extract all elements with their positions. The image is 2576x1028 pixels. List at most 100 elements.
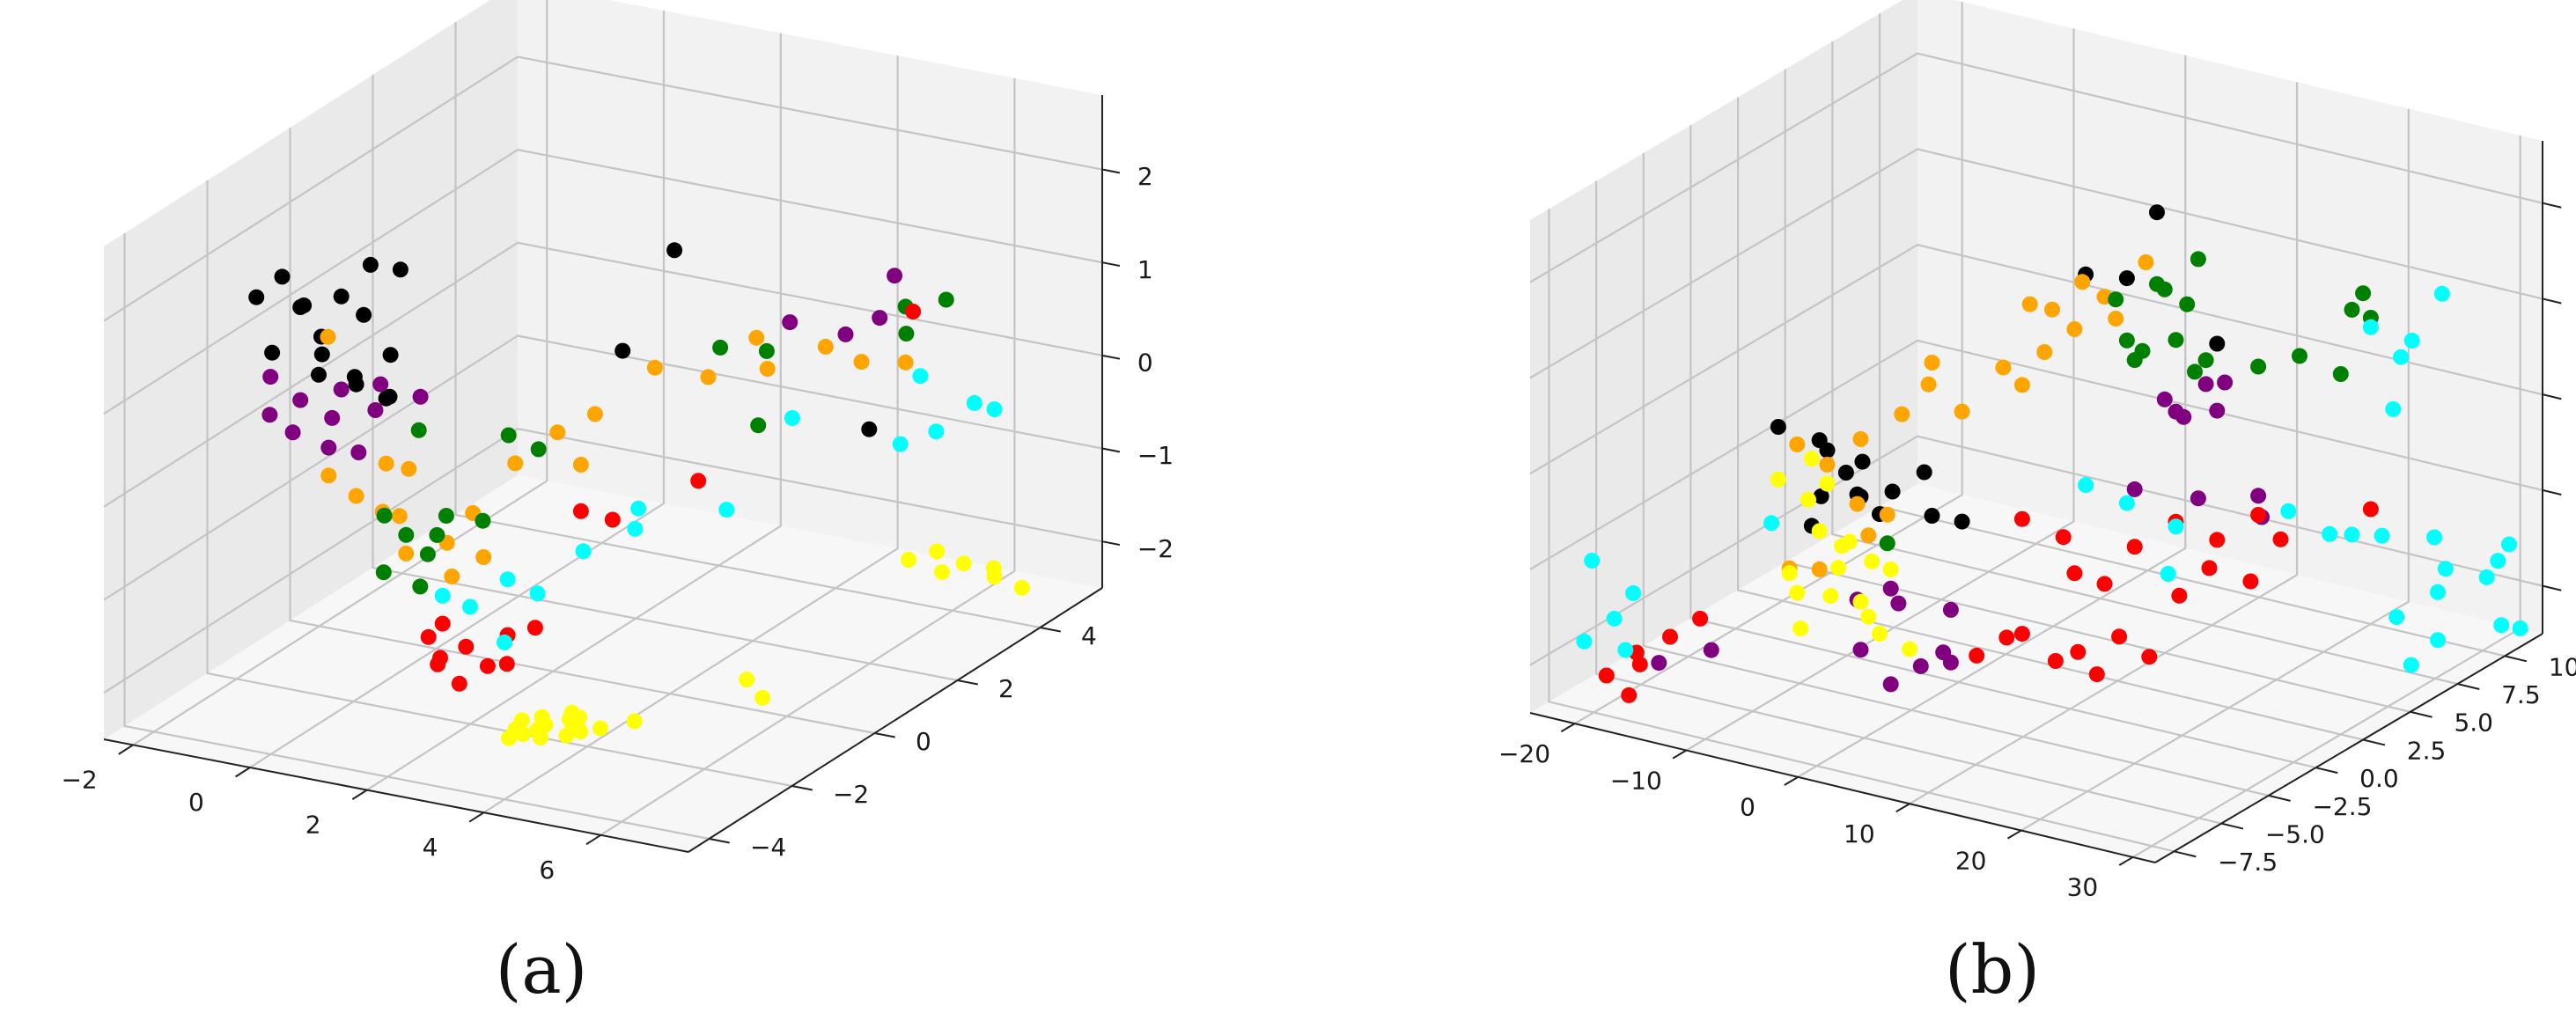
a-data-point	[630, 500, 647, 517]
b-data-point	[1692, 610, 1709, 627]
b-data-point	[2044, 301, 2060, 318]
b-y-gridline	[1689, 125, 2316, 769]
b-data-point	[2013, 510, 2030, 527]
b-y-gridline	[1831, 41, 2458, 686]
b-data-point	[1800, 491, 1816, 508]
a-y-tick-label: −4	[750, 833, 786, 862]
a-y-axis-line	[688, 587, 1103, 853]
b-data-point	[2355, 285, 2372, 302]
b-data-point	[2426, 529, 2443, 546]
a-data-point	[837, 326, 854, 342]
b-data-point	[1763, 515, 1780, 532]
b-data-point	[1617, 642, 1634, 658]
a-data-point	[817, 338, 834, 355]
a-data-point	[248, 289, 265, 305]
a-data-point	[666, 242, 683, 259]
a-data-point	[333, 381, 350, 398]
b-x-tick	[1895, 803, 1910, 813]
a-x-axis-line	[103, 738, 689, 853]
b-data-point	[2190, 490, 2206, 507]
a-data-point	[758, 342, 775, 359]
a-data-point	[853, 354, 870, 371]
a-y-tick	[1040, 627, 1061, 633]
b-y-tick-label: 7.5	[2501, 680, 2541, 709]
b-y-tick	[2174, 850, 2197, 858]
b-data-point	[2250, 358, 2267, 375]
a-y-gridline	[206, 180, 792, 788]
a-data-point	[690, 473, 707, 489]
a-z-tick	[1101, 354, 1121, 360]
a-x-tick-label: 6	[539, 855, 555, 885]
b-data-point	[1924, 508, 1940, 524]
b-data-point	[1651, 655, 1667, 672]
a-data-point	[754, 689, 771, 706]
b-data-point	[1625, 584, 1642, 601]
b-x-gridline	[1797, 55, 2187, 778]
b-data-point	[2393, 349, 2410, 365]
b-y-tick	[2220, 822, 2244, 830]
b-data-point	[2111, 628, 2128, 645]
a-data-point	[905, 304, 922, 319]
b-x-axis-line	[1529, 712, 2156, 863]
a-data-point	[892, 436, 909, 452]
a-data-point	[292, 299, 309, 315]
b-data-point	[2187, 363, 2203, 380]
b-data-point	[2141, 649, 2158, 665]
b-x-tick-label: 30	[2067, 873, 2099, 902]
b-y-tick-label: −2.5	[2312, 792, 2372, 821]
a-data-point	[378, 390, 394, 407]
a-x-gridline	[600, 77, 1016, 836]
a-z-tick-label: −1	[1137, 441, 1174, 470]
b-data-point	[2066, 321, 2083, 337]
b-data-point	[1703, 642, 1719, 658]
a-data-point	[750, 417, 767, 434]
a-data-point	[515, 726, 532, 743]
a-data-point	[700, 369, 717, 386]
b-data-point	[2108, 311, 2124, 327]
a-x-gridline	[483, 55, 899, 814]
a-data-point	[392, 261, 408, 278]
a-data-point	[292, 392, 309, 408]
a-data-point	[391, 508, 408, 525]
b-z-gridline	[1529, 148, 2543, 379]
b-z-tick	[2542, 202, 2562, 209]
a-data-point	[897, 354, 914, 371]
b-data-point	[2374, 527, 2390, 544]
b-tick-labels: −20 −10 0 10 20 30 −7.5−5.0−2.50.0 2.55.0 7.5 10.…	[1498, 202, 2576, 902]
b-data-point	[2074, 274, 2091, 290]
b-y-tick-label: −7.5	[2218, 848, 2278, 877]
b-y-tick	[2268, 794, 2291, 802]
a-data-point	[549, 424, 566, 441]
b-data-point	[1770, 419, 1786, 435]
a-x-tick	[351, 789, 368, 800]
b-data-point	[1830, 560, 1847, 576]
b-data-point	[2433, 285, 2450, 302]
b-x-tick	[2118, 856, 2134, 866]
a-y-tick	[791, 785, 813, 791]
a-data-point	[912, 368, 929, 385]
b-data-point	[1811, 523, 1828, 540]
b-y-gridline	[1736, 97, 2364, 741]
b-z-tick	[2542, 297, 2562, 305]
a-data-point	[348, 488, 364, 504]
a-data-point	[412, 388, 429, 405]
b-x-tick	[2006, 829, 2022, 840]
b-data-point	[2209, 402, 2226, 419]
b-data-point	[2512, 620, 2528, 636]
a-data-point	[350, 444, 367, 460]
a-gridlines	[103, 0, 1103, 841]
b-y-gridline	[1595, 180, 2222, 825]
b-data-point	[1920, 376, 1937, 393]
a-x-gridline	[132, 0, 548, 746]
b-data-point	[1819, 475, 1836, 492]
a-data-point	[500, 427, 517, 444]
a-data-point	[938, 291, 954, 308]
b-data-point	[1598, 667, 1615, 684]
b-data-point	[1584, 553, 1601, 569]
b-data-point	[2096, 576, 2113, 592]
b-data-point	[1884, 483, 1901, 500]
a-data-point	[375, 564, 392, 581]
b-data-point	[1849, 496, 1866, 512]
b-data-point	[2197, 352, 2214, 369]
